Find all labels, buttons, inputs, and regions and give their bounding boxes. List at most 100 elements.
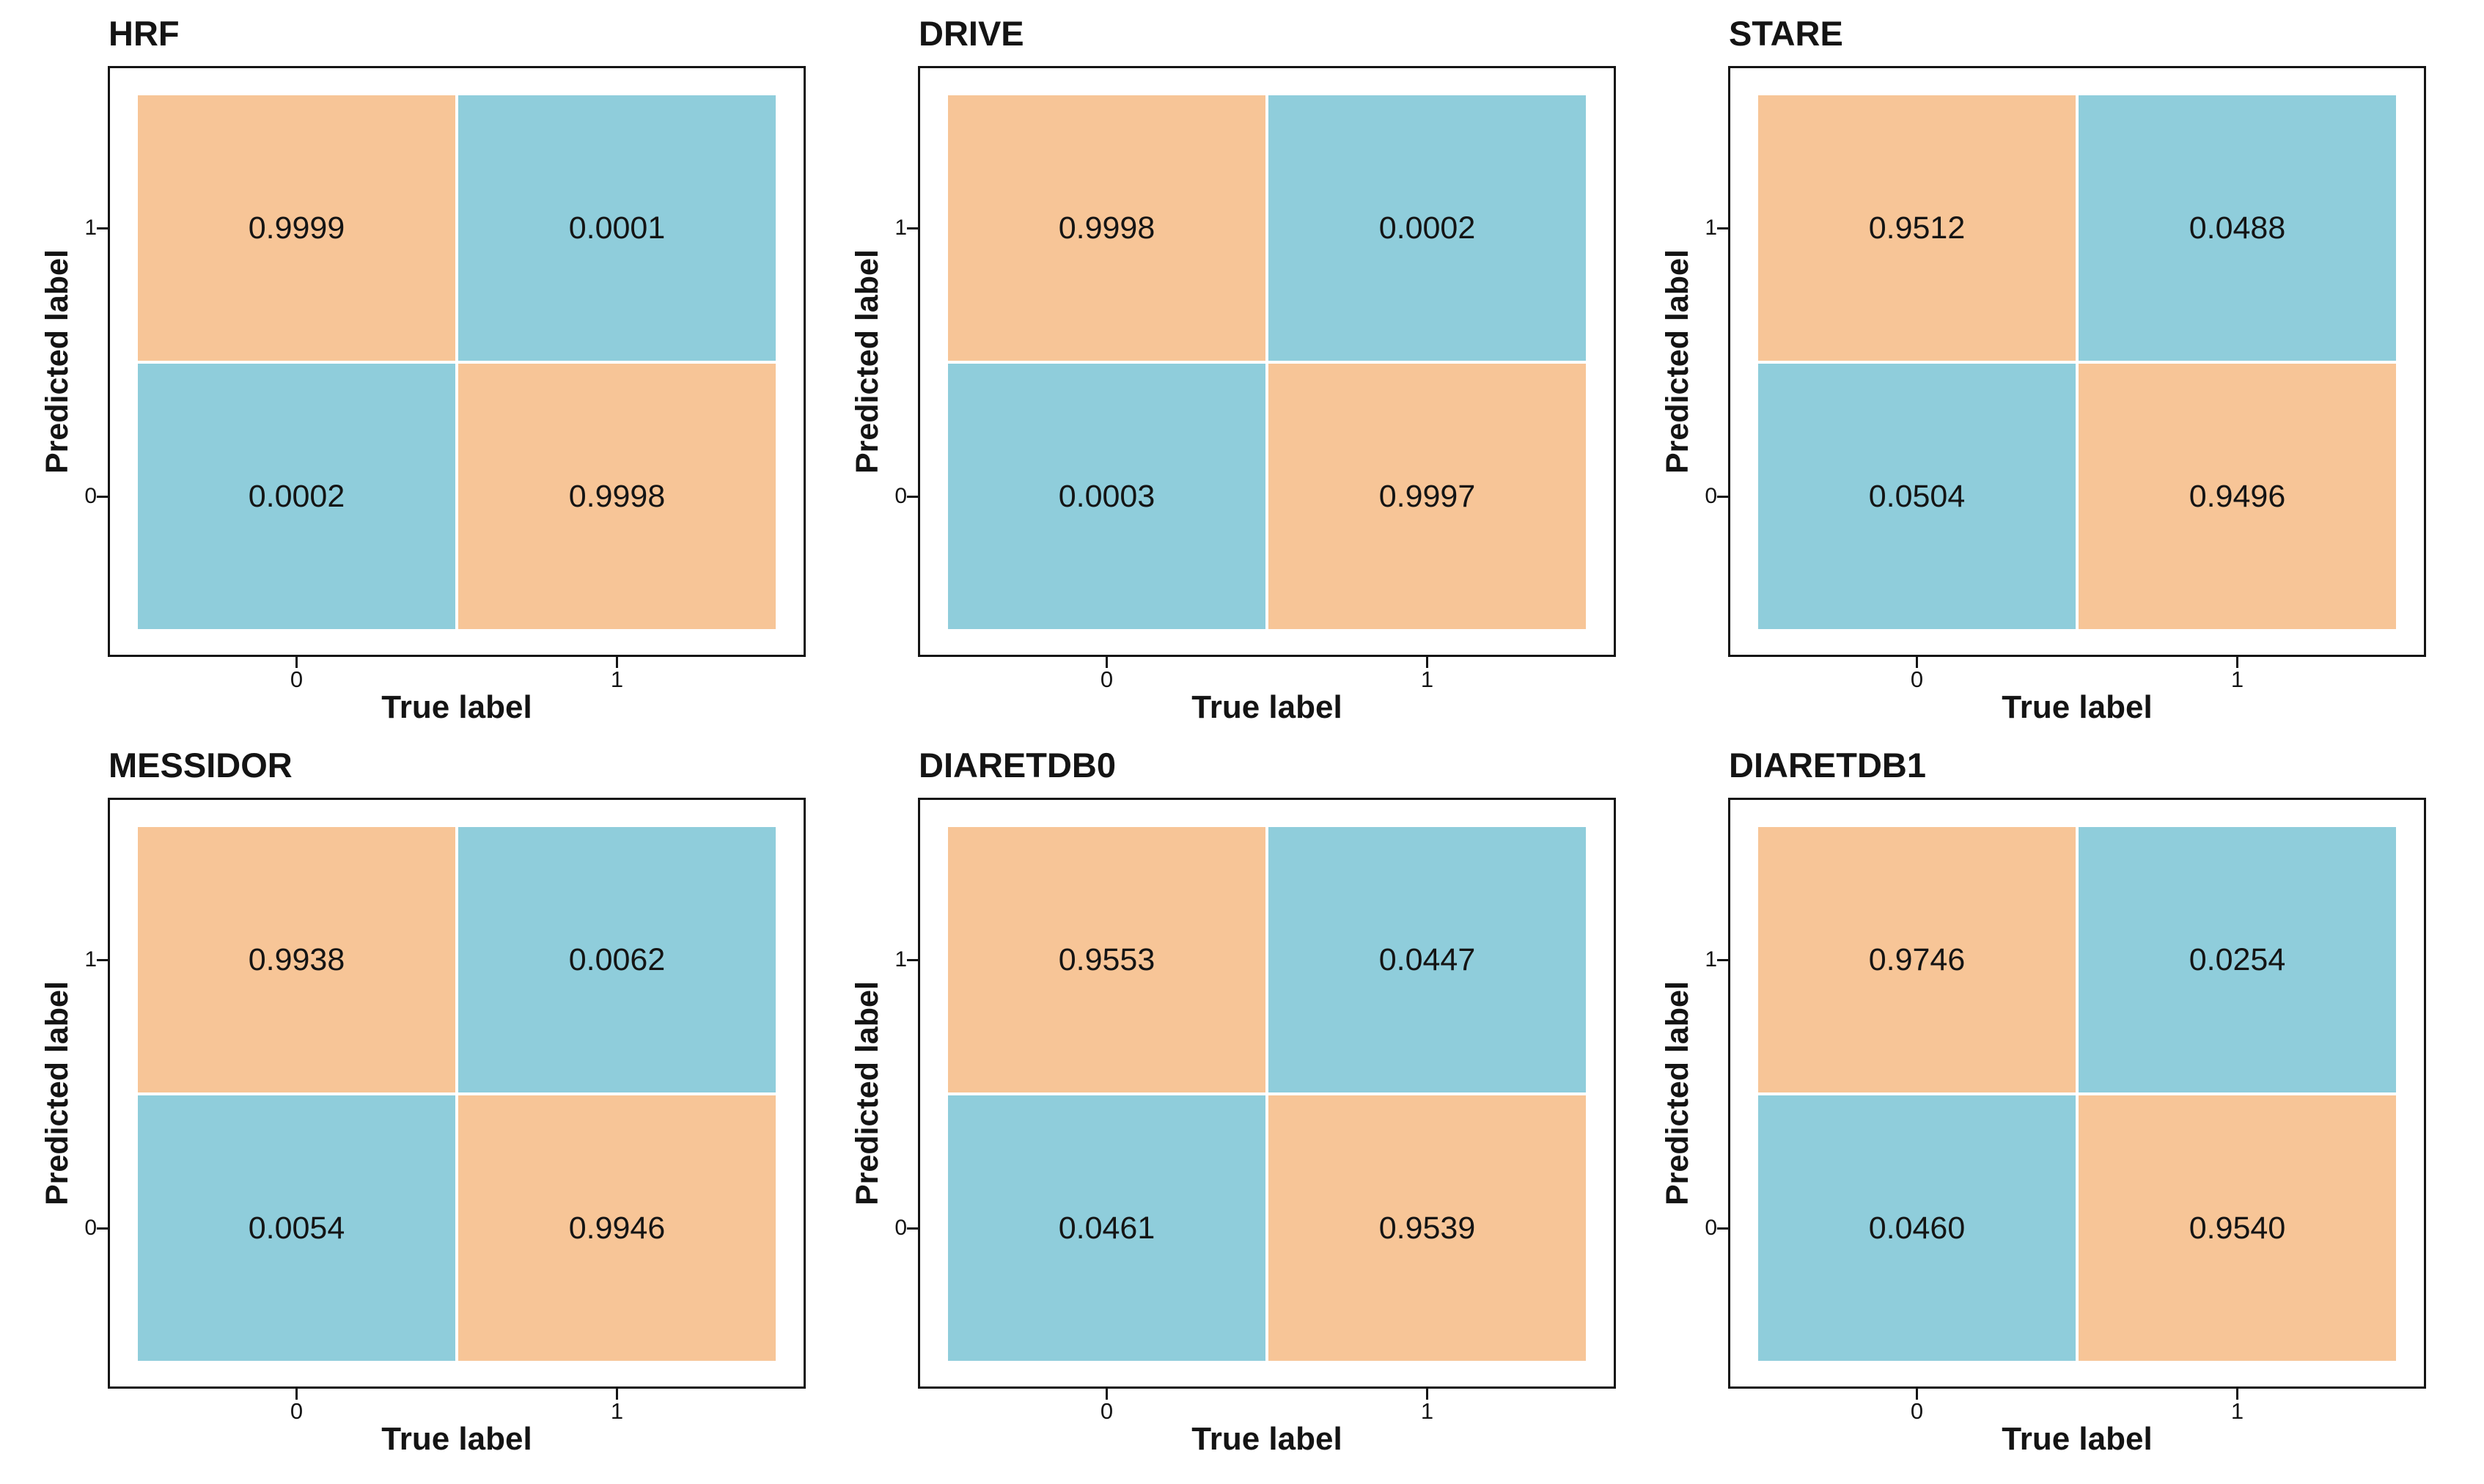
- y-tick-label: 0: [1705, 484, 1717, 508]
- y-tick-mark: [97, 958, 108, 961]
- cell-value: 0.9998: [568, 478, 666, 514]
- subplot-diaretdb0: DIARETDB0 Predicted label 0.9553 0.0447 …: [850, 748, 1616, 1455]
- x-tick-mark: [295, 657, 298, 668]
- heatmap-cells: 0.9938 0.0062 0.0054 0.9946: [138, 827, 776, 1361]
- y-tick-mark: [1717, 1227, 1728, 1230]
- y-tick-label: 1: [84, 216, 97, 240]
- y-tick-mark: [97, 495, 108, 498]
- y-tick-label: 0: [894, 484, 907, 508]
- cell-pred1-true0: 0.9512: [1758, 95, 2076, 361]
- x-axis-label: True label: [1191, 689, 1342, 725]
- cell-value: 0.9539: [1378, 1210, 1476, 1246]
- x-tick-label: 1: [1420, 1398, 1434, 1424]
- x-tick-label: 1: [610, 1398, 624, 1424]
- cell-pred0-true0: 0.0461: [948, 1095, 1265, 1361]
- y-tick-label: 1: [894, 947, 907, 971]
- y-tick-mark: [1717, 495, 1728, 498]
- cell-pred0-true0: 0.0460: [1758, 1095, 2076, 1361]
- y-tick-mark: [907, 1227, 918, 1230]
- subplot-hrf: HRF Predicted label 0.9999 0.0001 0.0002…: [40, 16, 806, 724]
- y-tick-label: 0: [1705, 1216, 1717, 1240]
- y-tick-mark: [907, 495, 918, 498]
- y-tick-mark: [97, 1227, 108, 1230]
- cell-value: 0.0461: [1058, 1210, 1155, 1246]
- cell-pred0-true1: 0.9998: [458, 364, 776, 629]
- y-tick-label: 1: [84, 947, 97, 971]
- cell-value: 0.0002: [1378, 210, 1476, 246]
- heatmap-cells: 0.9553 0.0447 0.0461 0.9539: [948, 827, 1586, 1361]
- cell-value: 0.9496: [2189, 478, 2286, 514]
- cell-pred0-true1: 0.9496: [2079, 364, 2396, 629]
- cell-value: 0.9946: [568, 1210, 666, 1246]
- y-axis-label: Predicted label: [1660, 981, 1695, 1205]
- y-tick-mark: [907, 958, 918, 961]
- cell-pred0-true1: 0.9540: [2079, 1095, 2396, 1361]
- x-tick-mark: [295, 1389, 298, 1400]
- cell-pred1-true0: 0.9553: [948, 827, 1265, 1092]
- x-tick-mark: [2236, 657, 2239, 668]
- cell-value: 0.0003: [1058, 478, 1155, 514]
- cell-pred1-true1: 0.0254: [2079, 827, 2396, 1092]
- heatmap-cells: 0.9998 0.0002 0.0003 0.9997: [948, 95, 1586, 629]
- cell-value: 0.9997: [1378, 478, 1476, 514]
- cell-pred1-true1: 0.0447: [1268, 827, 1586, 1092]
- subplot-title: HRF: [109, 14, 180, 53]
- y-tick-label: 1: [1705, 947, 1717, 971]
- x-tick-mark: [1915, 1389, 1918, 1400]
- heatmap-cells: 0.9512 0.0488 0.0504 0.9496: [1758, 95, 2396, 629]
- cell-pred1-true1: 0.0001: [458, 95, 776, 361]
- x-tick-label: 0: [1910, 1398, 1924, 1424]
- x-axis-label: True label: [381, 1421, 532, 1457]
- subplot-messidor: MESSIDOR Predicted label 0.9938 0.0062 0…: [40, 748, 806, 1455]
- heatmap-cells: 0.9746 0.0254 0.0460 0.9540: [1758, 827, 2396, 1361]
- x-tick-mark: [616, 657, 619, 668]
- subplot-title: STARE: [1729, 14, 1843, 53]
- cell-pred0-true0: 0.0504: [1758, 364, 2076, 629]
- y-axis-label: Predicted label: [850, 981, 885, 1205]
- y-tick-mark: [1717, 227, 1728, 229]
- x-tick-label: 1: [610, 666, 624, 692]
- subplot-title: DIARETDB1: [1729, 746, 1926, 785]
- y-axis-label: Predicted label: [40, 981, 75, 1205]
- cell-pred0-true0: 0.0054: [138, 1095, 455, 1361]
- cell-value: 0.0254: [2189, 941, 2286, 977]
- y-axis-label: Predicted label: [40, 249, 75, 474]
- cell-value: 0.9998: [1058, 210, 1155, 246]
- cell-value: 0.0504: [1868, 478, 1966, 514]
- cell-value: 0.0488: [2189, 210, 2286, 246]
- y-axis-label: Predicted label: [1660, 249, 1695, 474]
- cell-value: 0.9512: [1868, 210, 1966, 246]
- cell-value: 0.0460: [1868, 1210, 1966, 1246]
- cell-value: 0.0447: [1378, 941, 1476, 977]
- x-tick-label: 0: [1910, 666, 1924, 692]
- heatmap-cells: 0.9999 0.0001 0.0002 0.9998: [138, 95, 776, 629]
- y-tick-label: 1: [1705, 216, 1717, 240]
- y-tick-label: 1: [894, 216, 907, 240]
- x-axis-label: True label: [2002, 1421, 2153, 1457]
- y-tick-mark: [97, 227, 108, 229]
- cell-value: 0.0001: [568, 210, 666, 246]
- x-tick-label: 1: [2230, 1398, 2244, 1424]
- subplot-drive: DRIVE Predicted label 0.9998 0.0002 0.00…: [850, 16, 1616, 724]
- x-tick-label: 0: [1100, 666, 1114, 692]
- x-axis-label: True label: [381, 689, 532, 725]
- y-tick-label: 0: [84, 1216, 97, 1240]
- subplot-title: MESSIDOR: [109, 746, 293, 785]
- cell-value: 0.0062: [568, 941, 666, 977]
- cell-value: 0.0054: [248, 1210, 345, 1246]
- y-tick-mark: [907, 227, 918, 229]
- cell-pred0-true1: 0.9946: [458, 1095, 776, 1361]
- subplot-title: DIARETDB0: [919, 746, 1116, 785]
- cell-pred1-true1: 0.0488: [2079, 95, 2396, 361]
- cell-pred1-true0: 0.9998: [948, 95, 1265, 361]
- y-tick-label: 0: [894, 1216, 907, 1240]
- cell-pred0-true1: 0.9539: [1268, 1095, 1586, 1361]
- cell-pred0-true1: 0.9997: [1268, 364, 1586, 629]
- x-axis-label: True label: [1191, 1421, 1342, 1457]
- x-tick-label: 0: [290, 1398, 304, 1424]
- y-tick-label: 0: [84, 484, 97, 508]
- x-tick-mark: [1105, 1389, 1108, 1400]
- x-tick-label: 0: [1100, 1398, 1114, 1424]
- subplot-stare: STARE Predicted label 0.9512 0.0488 0.05…: [1660, 16, 2426, 724]
- x-tick-label: 1: [2230, 666, 2244, 692]
